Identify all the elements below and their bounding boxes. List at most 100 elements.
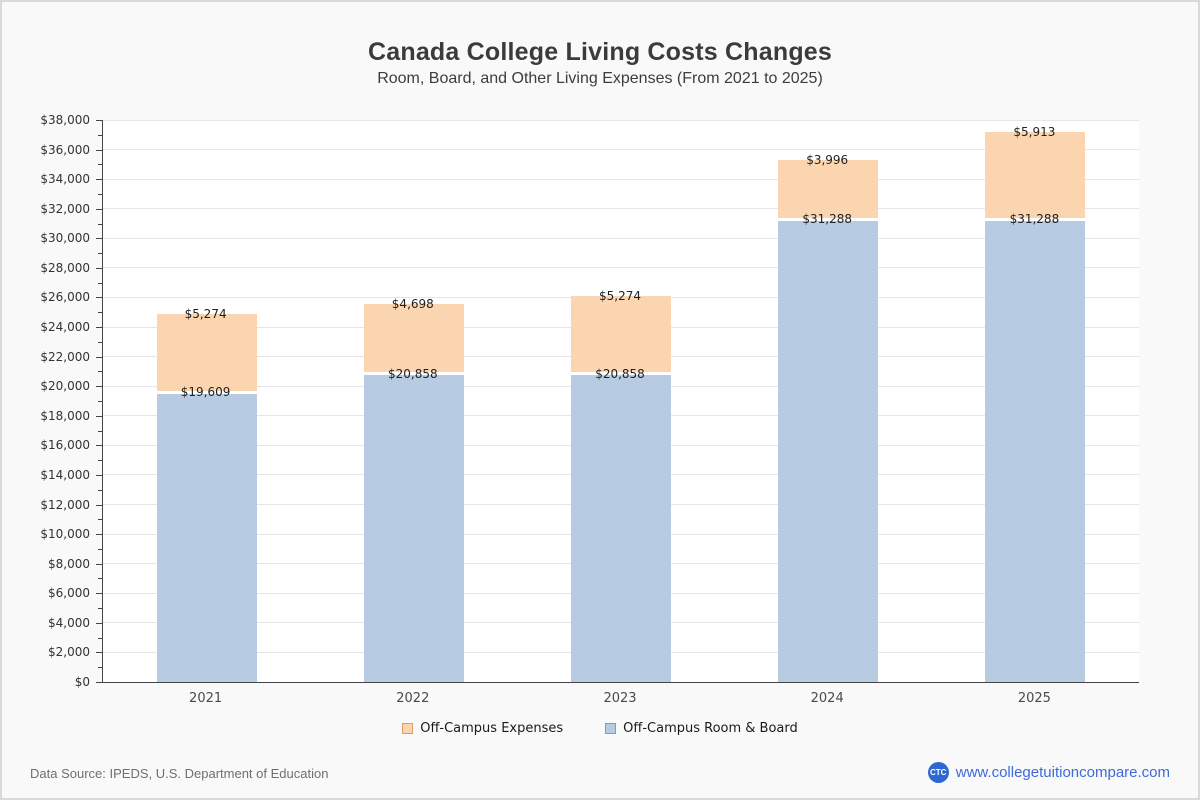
legend-label: Off-Campus Room & Board [623, 721, 798, 736]
y-axis-major-tick [96, 415, 102, 417]
legend: Off-Campus Expenses Off-Campus Room & Boa… [2, 721, 1198, 736]
legend-item[interactable]: Off-Campus Room & Board [605, 721, 798, 736]
data-label-room-board: $20,858 [387, 366, 438, 381]
y-axis-label: $32,000 [40, 201, 90, 216]
y-axis-label: $20,000 [40, 379, 90, 394]
y-axis-minor-tick [98, 341, 102, 343]
gridline [103, 208, 1139, 210]
x-axis-label: 2025 [1017, 691, 1051, 706]
data-label-room-board: $31,288 [802, 212, 852, 227]
bar-segment-room-board[interactable] [363, 373, 464, 682]
bar-segment-room-board[interactable] [985, 219, 1086, 682]
y-axis-label: $6,000 [48, 586, 90, 601]
y-axis-minor-tick [98, 312, 102, 314]
x-axis-label: 2021 [189, 691, 223, 706]
bar-segment-room-board[interactable] [778, 219, 879, 682]
y-axis-major-tick [96, 149, 102, 151]
y-axis-major-tick [96, 386, 102, 388]
y-axis-major-tick [96, 652, 102, 654]
bar-segment-expenses[interactable] [363, 304, 464, 374]
segment-gap [571, 372, 671, 376]
footer-branding: CTC www.collegetuitioncompare.com [927, 762, 1170, 783]
data-label-expenses: $4,698 [391, 297, 434, 312]
y-axis-minor-tick [98, 401, 102, 402]
x-axis-label: 2023 [603, 691, 637, 706]
y-axis-label: $26,000 [40, 290, 90, 305]
segment-gap [778, 217, 879, 221]
site-link[interactable]: www.collegetuitioncompare.com [955, 764, 1170, 781]
x-axis-label: 2022 [396, 691, 430, 706]
ctc-logo-icon: CTC [927, 762, 949, 783]
bar-segment-expenses[interactable] [985, 131, 1086, 220]
chart-title: Canada College Living Costs Changes [367, 38, 833, 66]
segment-gap [156, 390, 257, 394]
y-axis-label: $30,000 [40, 231, 90, 246]
bar-segment-room-board[interactable] [571, 373, 671, 682]
y-axis-major-tick [96, 238, 102, 240]
legend-marker-icon [402, 723, 414, 734]
y-axis-major-tick [96, 208, 102, 210]
data-label-expenses: $5,913 [1013, 124, 1056, 139]
y-axis-minor-tick [98, 460, 102, 462]
y-axis-minor-tick [98, 193, 102, 195]
segment-gap [985, 217, 1086, 221]
segment-gap [363, 372, 464, 376]
y-axis-major-tick [96, 356, 102, 358]
chart-subtitle: Room, Board, and Other Living Expenses (… [377, 70, 823, 87]
y-axis-major-tick [96, 327, 102, 329]
bar-segment-expenses[interactable] [156, 314, 257, 392]
y-axis-major-tick [96, 563, 102, 565]
data-label-room-board: $20,858 [595, 366, 645, 381]
y-axis-minor-tick [98, 578, 102, 580]
y-axis-label: $22,000 [40, 349, 90, 364]
data-label-expenses: $3,996 [806, 153, 849, 168]
y-axis-minor-tick [98, 253, 102, 255]
y-axis-label: $16,000 [40, 438, 90, 453]
y-axis-minor-tick [98, 223, 102, 225]
y-axis-label: $18,000 [40, 408, 90, 423]
gridline [103, 267, 1139, 269]
y-axis-major-tick [96, 267, 102, 269]
y-axis-minor-tick [98, 164, 102, 166]
bar-segment-expenses[interactable] [778, 160, 879, 220]
bar-segment-expenses[interactable] [571, 295, 671, 374]
y-axis-label: $36,000 [40, 142, 90, 157]
y-axis-label: $28,000 [40, 260, 90, 275]
y-axis-minor-tick [98, 548, 102, 550]
y-axis-minor-tick [98, 637, 102, 639]
y-axis-minor-tick [98, 667, 102, 669]
data-label-room-board: $19,609 [180, 384, 231, 399]
x-axis-label: 2024 [810, 691, 844, 706]
y-axis-label: $38,000 [40, 113, 90, 127]
gridline [103, 149, 1139, 151]
y-axis-label: $2,000 [48, 645, 90, 660]
y-axis-major-tick [96, 682, 102, 683]
y-axis-label: $4,000 [48, 615, 90, 630]
y-axis-minor-tick [98, 608, 102, 610]
legend-label: Off-Campus Expenses [420, 721, 564, 736]
y-axis-label: $12,000 [40, 497, 90, 512]
y-axis-label: $10,000 [40, 527, 90, 542]
y-axis-major-tick [96, 593, 102, 595]
y-axis-minor-tick [98, 430, 102, 432]
y-axis-label: $8,000 [48, 556, 90, 571]
y-axis-major-tick [96, 297, 102, 299]
gridline [103, 119, 1139, 121]
y-axis-major-tick [96, 622, 102, 624]
y-axis-label: $14,000 [40, 467, 90, 482]
bar-segment-room-board[interactable] [156, 392, 257, 682]
y-axis-major-tick [96, 445, 102, 447]
y-axis-major-tick [96, 534, 102, 536]
legend-item[interactable]: Off-Campus Expenses [402, 721, 563, 736]
y-axis-minor-tick [98, 519, 102, 521]
data-label-room-board: $31,288 [1009, 212, 1060, 227]
gridline [103, 178, 1139, 180]
legend-marker-icon [605, 723, 617, 734]
y-axis-label: $24,000 [40, 320, 90, 335]
data-source-text: Data Source: IPEDS, U.S. Department of E… [30, 766, 329, 781]
y-axis-minor-tick [98, 489, 102, 491]
y-axis-label: $0 [74, 675, 90, 689]
y-axis-major-tick [96, 474, 102, 476]
y-axis-minor-tick [98, 134, 102, 136]
y-axis-minor-tick [98, 282, 102, 284]
